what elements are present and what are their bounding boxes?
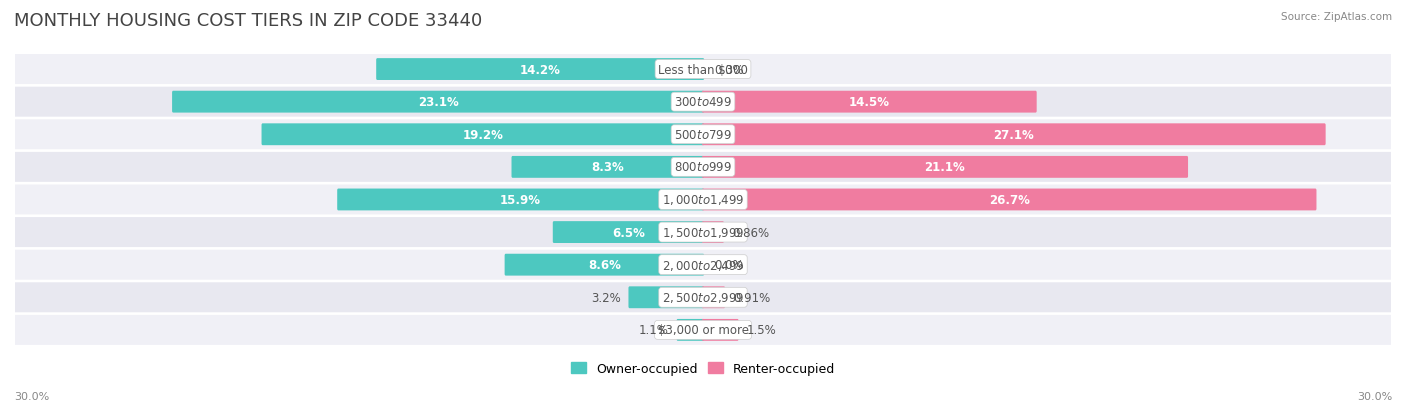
Text: 0.0%: 0.0% [714,64,744,76]
Text: MONTHLY HOUSING COST TIERS IN ZIP CODE 33440: MONTHLY HOUSING COST TIERS IN ZIP CODE 3… [14,12,482,30]
FancyBboxPatch shape [702,92,1036,113]
Text: 30.0%: 30.0% [14,391,49,401]
FancyBboxPatch shape [702,157,1188,178]
FancyBboxPatch shape [15,250,1391,280]
FancyBboxPatch shape [676,319,704,341]
FancyBboxPatch shape [553,222,704,243]
Text: Source: ZipAtlas.com: Source: ZipAtlas.com [1281,12,1392,22]
Text: 26.7%: 26.7% [988,194,1029,206]
Text: 3.2%: 3.2% [591,291,620,304]
Text: $500 to $799: $500 to $799 [673,128,733,141]
Text: 0.0%: 0.0% [714,259,744,271]
Text: $2,000 to $2,499: $2,000 to $2,499 [662,258,744,272]
FancyBboxPatch shape [15,218,1391,247]
Legend: Owner-occupied, Renter-occupied: Owner-occupied, Renter-occupied [567,357,839,380]
Text: $1,500 to $1,999: $1,500 to $1,999 [662,225,744,240]
FancyBboxPatch shape [337,189,704,211]
Text: 0.86%: 0.86% [733,226,769,239]
FancyBboxPatch shape [702,124,1326,146]
Text: 0.91%: 0.91% [733,291,770,304]
Text: $3,000 or more: $3,000 or more [658,324,748,337]
Text: 14.2%: 14.2% [520,64,561,76]
FancyBboxPatch shape [628,287,704,309]
Text: 21.1%: 21.1% [925,161,966,174]
Text: 8.6%: 8.6% [588,259,621,271]
Text: $2,500 to $2,999: $2,500 to $2,999 [662,291,744,304]
Text: 14.5%: 14.5% [849,96,890,109]
Text: 8.3%: 8.3% [592,161,624,174]
FancyBboxPatch shape [15,55,1391,85]
FancyBboxPatch shape [377,59,704,81]
FancyBboxPatch shape [702,319,738,341]
Text: 23.1%: 23.1% [418,96,458,109]
Text: 30.0%: 30.0% [1357,391,1392,401]
FancyBboxPatch shape [702,189,1316,211]
FancyBboxPatch shape [15,315,1391,345]
FancyBboxPatch shape [15,88,1391,117]
Text: $800 to $999: $800 to $999 [673,161,733,174]
Text: 1.1%: 1.1% [638,324,669,337]
FancyBboxPatch shape [15,282,1391,313]
Text: 27.1%: 27.1% [994,128,1035,141]
Text: Less than $300: Less than $300 [658,64,748,76]
Text: $1,000 to $1,499: $1,000 to $1,499 [662,193,744,207]
FancyBboxPatch shape [15,185,1391,215]
Text: 6.5%: 6.5% [612,226,645,239]
Text: 15.9%: 15.9% [501,194,541,206]
FancyBboxPatch shape [172,92,704,113]
FancyBboxPatch shape [505,254,704,276]
Text: 1.5%: 1.5% [747,324,776,337]
Text: $300 to $499: $300 to $499 [673,96,733,109]
FancyBboxPatch shape [512,157,704,178]
Text: 19.2%: 19.2% [463,128,503,141]
FancyBboxPatch shape [15,152,1391,183]
FancyBboxPatch shape [262,124,704,146]
FancyBboxPatch shape [702,222,724,243]
FancyBboxPatch shape [702,287,725,309]
FancyBboxPatch shape [15,120,1391,150]
